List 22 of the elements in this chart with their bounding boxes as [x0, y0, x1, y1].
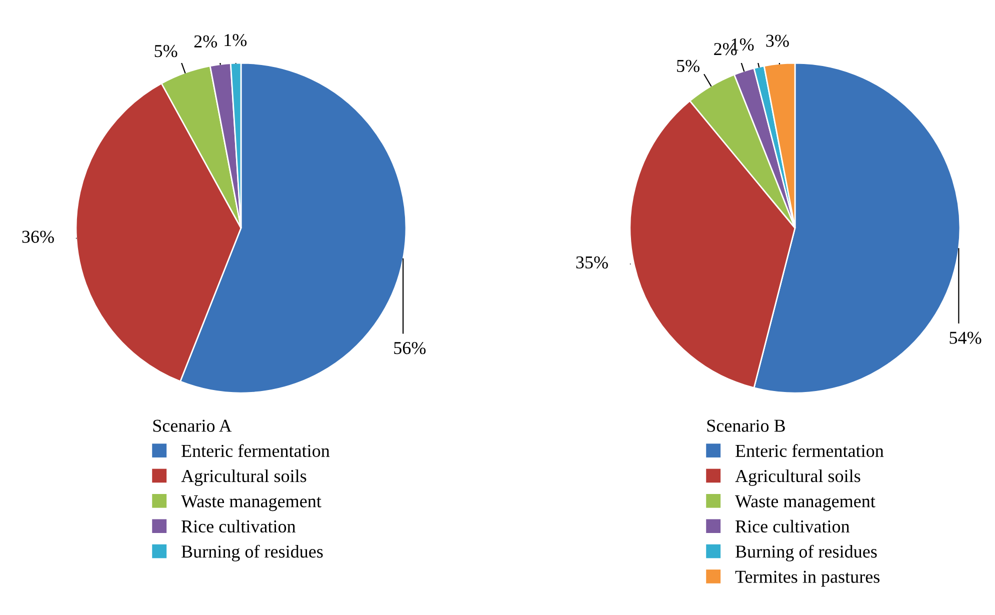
legend-label: Rice cultivation — [736, 520, 850, 533]
data-label: 2% — [194, 35, 218, 48]
legend-label: Termites in pastures — [735, 570, 880, 587]
legend-label: Burning of residues — [736, 544, 877, 562]
legend-label: Burning of residues — [182, 544, 323, 562]
data-label: 36% — [22, 230, 54, 243]
legend-label: Enteric fermentation — [736, 444, 884, 458]
data-label: 3% — [766, 34, 789, 47]
data-label: 5% — [154, 44, 178, 58]
legend-title: Scenario A — [153, 420, 232, 432]
legend-label: Rice cultivation — [182, 520, 296, 533]
legend-label: Agricultural soils — [181, 469, 306, 486]
data-label: 5% — [677, 60, 700, 72]
legend-label: Waste management — [735, 495, 876, 512]
legend-label: Agricultural soils — [735, 469, 860, 486]
legend-label: Enteric fermentation — [182, 444, 330, 458]
data-label: 56% — [394, 342, 426, 354]
data-label: 54% — [950, 332, 982, 344]
legend-label: Waste management — [181, 495, 322, 512]
data-label: 1% — [224, 34, 247, 46]
legend-title: Scenario B — [707, 420, 785, 432]
data-label: 35% — [576, 256, 608, 269]
